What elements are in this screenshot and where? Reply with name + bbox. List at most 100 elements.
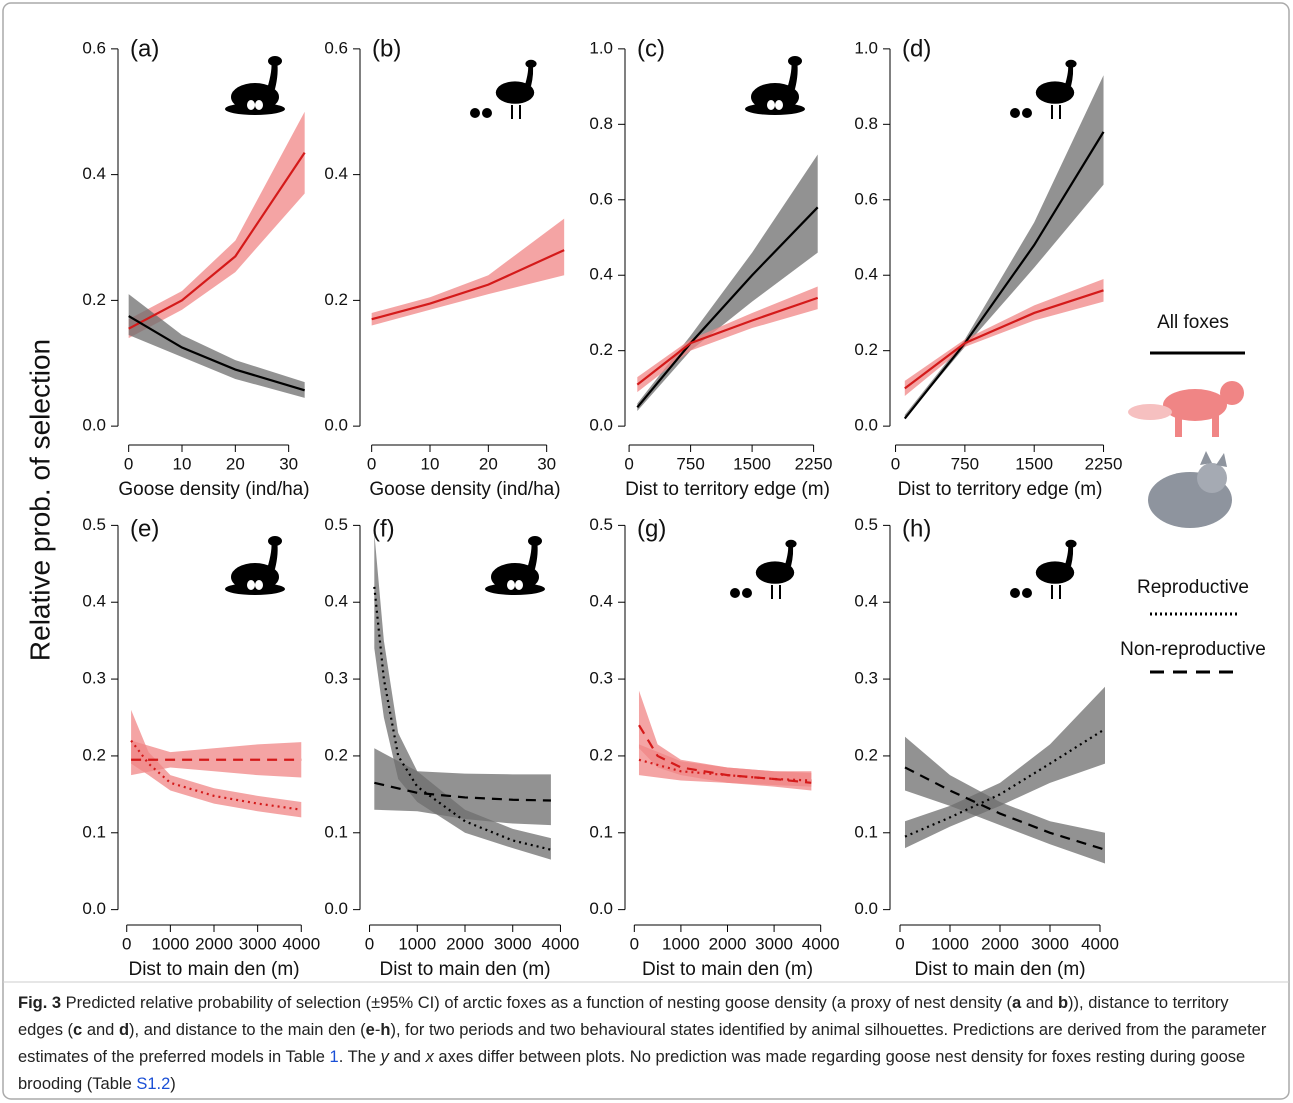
x-tick-label: 20	[226, 454, 245, 473]
nest	[745, 103, 805, 115]
caption-segment: b	[1057, 994, 1069, 1012]
x-axis-label: Dist to territory edge (m)	[898, 479, 1103, 500]
ci-band	[905, 686, 1105, 849]
x-tick-label: 0	[122, 934, 131, 953]
x-tick-label: 4000	[282, 934, 320, 953]
y-tick-label: 0.1	[324, 822, 348, 841]
caption-segment: a	[1012, 994, 1022, 1012]
goose-icon	[225, 536, 285, 595]
nest	[225, 103, 285, 115]
egg	[247, 580, 255, 590]
x-tick-label: 20	[479, 454, 498, 473]
x-tick-label: 1000	[662, 934, 700, 953]
y-tick-label: 0.5	[324, 515, 348, 534]
y-tick-label: 0.1	[854, 822, 878, 841]
caption-segment[interactable]: 1	[329, 1048, 339, 1066]
chick	[742, 588, 752, 598]
goose-legs	[511, 105, 521, 119]
goose-legs	[1051, 105, 1061, 119]
x-tick-label: 1500	[733, 454, 771, 473]
x-axis-label: Dist to territory edge (m)	[625, 479, 830, 500]
y-tick-label: 0.4	[854, 265, 878, 284]
y-tick-label: 0.3	[82, 669, 106, 688]
ci-band	[131, 709, 302, 818]
y-tick-label: 0.0	[324, 416, 348, 435]
y-tick-label: 0.2	[82, 290, 106, 309]
egg	[247, 100, 255, 110]
x-tick-label: 4000	[802, 934, 840, 953]
caption-segment: and	[82, 1021, 119, 1039]
y-tick-label: 0.8	[589, 114, 613, 133]
y-tick-label: 0.1	[82, 822, 106, 841]
panel-label: (d)	[902, 35, 931, 62]
egg	[255, 580, 263, 590]
egg	[515, 580, 523, 590]
goose-neck	[267, 61, 278, 89]
x-tick-label: 10	[173, 454, 192, 473]
panel-label: (h)	[902, 515, 931, 542]
y-tick-label: 0.8	[854, 114, 878, 133]
goose-head	[528, 536, 542, 546]
goose-body	[1035, 561, 1075, 584]
y-tick-label: 0.4	[589, 265, 613, 284]
caption-segment: Predicted relative probability of select…	[61, 994, 1013, 1012]
x-tick-label: 3000	[239, 934, 277, 953]
goose-head	[788, 56, 802, 66]
ci-band	[128, 111, 305, 339]
goose-head	[785, 539, 797, 548]
series-line	[904, 766, 1106, 851]
y-tick-label: 0.0	[589, 416, 613, 435]
chick	[730, 588, 740, 598]
caption-segment: . The	[338, 1048, 381, 1066]
panel-label: (c)	[637, 35, 665, 62]
fox-resting-icon	[1148, 451, 1232, 528]
x-tick-label: 3000	[755, 934, 793, 953]
y-tick-label: 0.6	[82, 38, 106, 57]
egg	[507, 580, 515, 590]
x-axis-label: Goose density (ind/ha)	[369, 479, 560, 500]
y-tick-label: 0.2	[854, 340, 878, 359]
series-line	[130, 739, 302, 811]
x-tick-label: 2250	[795, 454, 833, 473]
goose-body	[755, 561, 795, 584]
x-tick-label: 2000	[709, 934, 747, 953]
y-tick-label: 0.1	[589, 822, 613, 841]
series-line	[636, 296, 819, 386]
y-tick-label: 0.3	[324, 669, 348, 688]
chick	[1010, 108, 1020, 118]
ci-band	[904, 279, 1104, 396]
series-line	[128, 315, 305, 392]
goose-icon	[745, 56, 805, 115]
panel-label: (f)	[372, 515, 395, 542]
ci-band	[637, 154, 818, 412]
goose-head	[525, 59, 537, 68]
y-tick-label: 0.5	[82, 515, 106, 534]
panel-label: (a)	[130, 35, 159, 62]
y-tick-label: 1.0	[854, 38, 878, 57]
series-line	[128, 152, 306, 330]
panel-label: (b)	[372, 35, 401, 62]
caption-segment: d	[118, 1021, 130, 1039]
x-tick-label: 0	[367, 454, 376, 473]
caption-segment[interactable]: S1.2	[136, 1075, 171, 1093]
y-tick-label: 0.2	[589, 340, 613, 359]
ci-band	[128, 294, 305, 398]
caption-segment: c	[73, 1021, 83, 1039]
goose-icon	[225, 56, 285, 115]
x-tick-label: 2000	[195, 934, 233, 953]
y-axis-label: Relative prob. of selection	[24, 339, 55, 661]
series-line	[904, 289, 1104, 390]
goose-icon	[470, 59, 537, 119]
goose-body	[1035, 81, 1075, 104]
x-axis-label: Dist to main den (m)	[914, 959, 1085, 980]
y-tick-label: 0.6	[589, 189, 613, 208]
caption: Fig. 3 Predicted relative probability of…	[18, 990, 1273, 1098]
goose-neck	[527, 541, 538, 569]
y-tick-label: 0.0	[854, 416, 878, 435]
goose-icon	[1010, 59, 1077, 119]
legend: All foxes Reproductive Non-reproductive	[1120, 312, 1266, 674]
goose-neck	[1064, 63, 1074, 87]
caption-segment: h	[380, 1021, 391, 1039]
x-tick-label: 1500	[1015, 454, 1053, 473]
